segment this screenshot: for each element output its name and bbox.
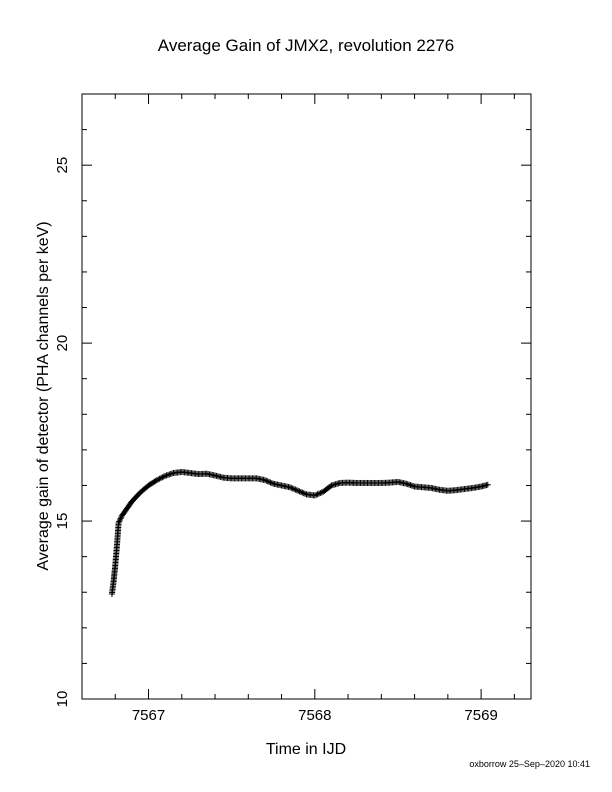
data-point	[288, 484, 295, 491]
data-point	[263, 477, 270, 484]
data-point	[291, 486, 298, 493]
y-tick-label: 10	[54, 691, 71, 708]
data-point	[315, 490, 322, 497]
data-point	[292, 486, 299, 493]
chart-title: Average Gain of JMX2, revolution 2276	[157, 36, 455, 55]
y-tick-label: 25	[54, 157, 71, 174]
data-point	[155, 476, 162, 483]
data-point	[115, 519, 122, 526]
data-point	[266, 478, 273, 485]
data-point	[293, 487, 300, 494]
data-point	[116, 518, 123, 525]
data-point	[160, 473, 167, 480]
data-point	[286, 484, 293, 491]
data-point	[299, 489, 306, 496]
data-point	[313, 491, 320, 498]
footer-stamp: oxborrow 25–Sep–2020 10:41	[469, 759, 590, 769]
data-point	[157, 474, 164, 481]
data-point	[152, 477, 159, 484]
data-points	[108, 468, 491, 598]
data-point	[296, 488, 303, 495]
data-point	[295, 487, 302, 494]
y-tick-label: 20	[54, 335, 71, 352]
y-axis-label: Average gain of detector (PHA channels p…	[35, 221, 52, 570]
data-point	[264, 478, 271, 485]
data-point	[289, 485, 296, 492]
data-point	[267, 479, 274, 486]
data-point	[314, 491, 321, 498]
data-point	[317, 490, 324, 497]
x-axis-label: Time in IJD	[266, 741, 346, 758]
data-point	[153, 477, 160, 484]
x-tick-label: 7569	[464, 707, 497, 724]
data-point	[302, 490, 309, 497]
data-point	[116, 516, 123, 523]
data-point	[297, 488, 304, 495]
x-tick-label: 7568	[298, 707, 331, 724]
data-point	[300, 490, 307, 497]
data-point	[117, 515, 124, 522]
tick-labels: 7567 7568 7569 10 15 20 25	[54, 157, 498, 724]
y-tick-label: 15	[54, 513, 71, 530]
data-point	[311, 492, 318, 499]
plot-frame	[81, 93, 532, 700]
data-point	[268, 480, 275, 487]
data-point	[156, 475, 163, 482]
data-point	[118, 514, 125, 521]
data-point	[327, 483, 334, 490]
data-point	[159, 474, 166, 481]
x-tick-label: 7567	[132, 707, 165, 724]
axis-ticks	[81, 93, 531, 700]
data-point	[261, 477, 268, 484]
data-point	[484, 481, 491, 488]
